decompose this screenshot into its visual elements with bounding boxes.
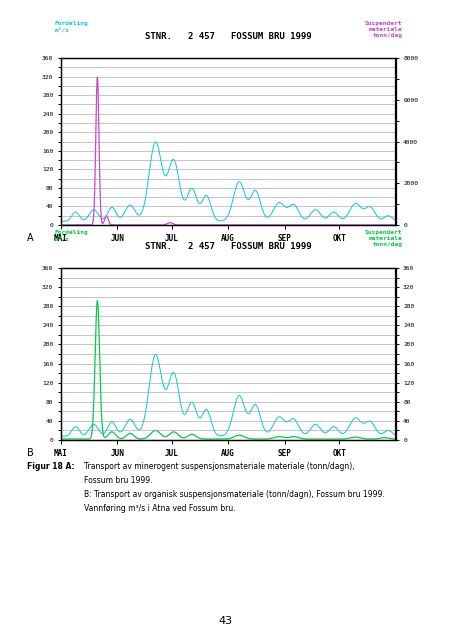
Title: STNR.   2 457   FOSSUM BRU 1999: STNR. 2 457 FOSSUM BRU 1999: [145, 31, 311, 40]
Text: Suspendert
materiale
tonn/dag: Suspendert materiale tonn/dag: [364, 21, 401, 38]
Text: Suspendert
materiale
tonn/dag: Suspendert materiale tonn/dag: [364, 230, 401, 247]
Text: B: B: [27, 448, 34, 458]
Text: Fordeling
m³/s: Fordeling m³/s: [54, 21, 88, 33]
Text: B: Transport av organisk suspensjonsmateriale (tonn/dagn), Fossum bru 1999.: B: Transport av organisk suspensjonsmate…: [83, 490, 383, 499]
Text: Vannføring m³/s i Atna ved Fossum bru.: Vannføring m³/s i Atna ved Fossum bru.: [83, 504, 235, 513]
Text: Fossum bru 1999.: Fossum bru 1999.: [83, 476, 152, 485]
Text: Figur 18 A:: Figur 18 A:: [27, 462, 74, 471]
Text: Fordeling
m³/s: Fordeling m³/s: [54, 230, 88, 241]
Text: Transport av minerogent suspensjonsmateriale materiale (tonn/dagn),: Transport av minerogent suspensjonsmater…: [83, 462, 354, 471]
Title: STNR.   2 457   FOSSUM BRU 1999: STNR. 2 457 FOSSUM BRU 1999: [145, 241, 311, 250]
Text: 43: 43: [218, 616, 233, 626]
Text: A: A: [27, 233, 34, 243]
